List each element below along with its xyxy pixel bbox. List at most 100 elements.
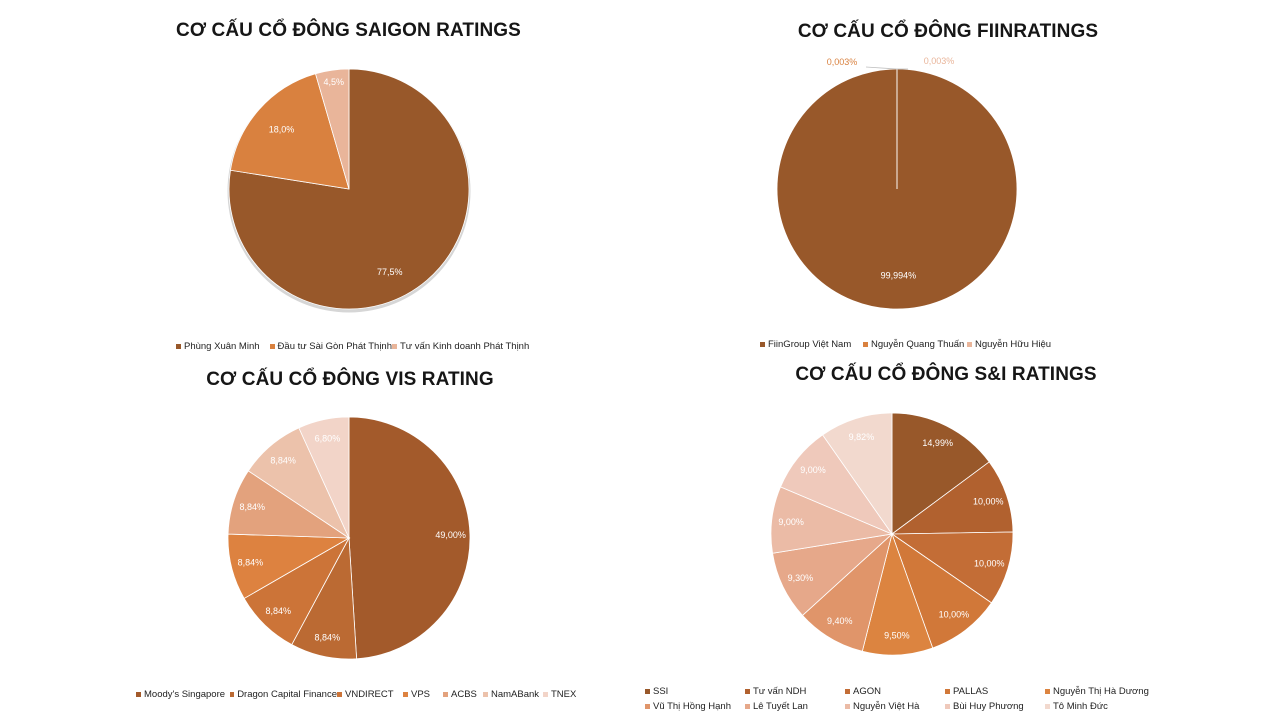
legend-label: Phùng Xuân Minh <box>184 341 260 352</box>
pie-slice-3 <box>890 531 1014 604</box>
legend-item: Moody's Singapore <box>136 687 230 702</box>
legend-saigon: Phùng Xuân Minh Đầu tư Sài Gòn Phát Thịnh… <box>176 339 596 354</box>
legend-label: Nguyễn Việt Hà <box>853 701 920 712</box>
legend-swatch <box>845 704 850 709</box>
data-label: 14,99% <box>922 438 953 448</box>
data-label: 8,84% <box>239 502 265 512</box>
legend-swatch <box>1045 704 1050 709</box>
legend-swatch <box>483 692 488 697</box>
legend-item: NamABank <box>483 687 543 702</box>
legend-item: Nguyễn Việt Hà <box>845 699 945 714</box>
legend-item: Nguyễn Quang Thuấn <box>863 337 967 352</box>
legend-item: VNDIRECT <box>337 687 403 702</box>
legend-swatch <box>403 692 408 697</box>
legend-item: AGON <box>845 684 945 699</box>
legend-swatch <box>967 342 972 347</box>
pie-chart-fiinratings: 99,994% 0,003% 0,003% <box>776 56 1018 310</box>
data-label: 8,84% <box>315 632 341 642</box>
legend-label: NamABank <box>491 689 540 700</box>
data-label: 0,003% <box>827 57 858 67</box>
legend-item: ACBS <box>443 687 483 702</box>
legend-swatch <box>443 692 448 697</box>
data-label: 18,0% <box>269 124 295 134</box>
legend-label: Dragon Capital Finance <box>237 689 337 700</box>
legend-item: Tô Minh Đức <box>1045 699 1157 714</box>
legend-si: SSI Tư vấn NDH AGON PALLAS Nguyễn Thị Hà Dươ… <box>645 684 1165 714</box>
data-label: 10,00% <box>974 559 1005 569</box>
legend-swatch <box>945 704 950 709</box>
legend-swatch <box>230 692 235 697</box>
legend-label: TNEX <box>551 689 577 700</box>
data-label: 9,82% <box>849 432 875 442</box>
data-label: 8,84% <box>265 606 291 616</box>
legend-swatch <box>645 704 650 709</box>
legend-label: Bùi Huy Phương <box>953 701 1024 712</box>
legend-swatch <box>270 344 275 349</box>
legend-vis: Moody's Singapore Dragon Capital Finance V… <box>136 687 616 702</box>
legend-item: Lê Tuyết Lan <box>745 699 845 714</box>
legend-label: Moody's Singapore <box>144 689 226 700</box>
legend-item: Đầu tư Sài Gòn Phát Thịnh <box>270 339 392 354</box>
chart-panel-saigon: CƠ CẤU CỔ ĐÔNG SAIGON RATINGS <box>0 0 640 360</box>
data-label: 77,5% <box>377 267 403 277</box>
legend-item: Phùng Xuân Minh <box>176 339 270 354</box>
chart-title: CƠ CẤU CỔ ĐÔNG S&I RATINGS <box>795 364 1097 385</box>
chart-panel-si: CƠ CẤU CỔ ĐÔNG S&I RATINGS <box>640 360 1280 727</box>
legend-label: AGON <box>853 686 881 697</box>
legend-label: Tô Minh Đức <box>1053 701 1108 712</box>
legend-label: VNDIRECT <box>345 689 394 700</box>
pie-slice-7 <box>298 416 350 539</box>
data-label: 9,40% <box>827 616 853 626</box>
pie-chart-si: 14,99% 10,00% 10,00% 10,00% 9,50% 9,40% 9,30% 9… <box>770 412 1014 656</box>
legend-swatch <box>745 704 750 709</box>
legend-item: Nguyễn Hữu Hiệu <box>967 337 1087 352</box>
legend-label: SSI <box>653 686 669 697</box>
data-label: 0,003% <box>924 56 955 66</box>
legend-swatch <box>945 689 950 694</box>
chart-title: CƠ CẤU CỔ ĐÔNG SAIGON RATINGS <box>176 20 521 41</box>
pie-chart-vis: 49,00% 8,84% 8,84% 8,84% 8,84% 8,84% 6,80% <box>227 416 471 660</box>
chart-panel-vis: CƠ CẤU CỔ ĐÔNG VIS RATING <box>0 360 640 727</box>
legend-label: FiinGroup Việt Nam <box>768 339 852 350</box>
data-label: 8,84% <box>238 558 264 568</box>
pie-slice-4 <box>891 532 993 649</box>
data-label: 10,00% <box>939 610 970 620</box>
legend-swatch <box>863 342 868 347</box>
legend-label: Tư vấn Kinh doanh Phát Thịnh <box>400 341 530 352</box>
legend-label: PALLAS <box>953 686 989 697</box>
legend-swatch <box>845 689 850 694</box>
pie-slice-2 <box>890 461 1014 535</box>
legend-item: VPS <box>403 687 443 702</box>
legend-item: SSI <box>645 684 745 699</box>
legend-item: TNEX <box>543 687 583 702</box>
chart-panel-fiinratings: CƠ CẤU CỔ ĐÔNG FIINRATINGS <box>640 0 1280 360</box>
pie-chart-saigon: 77,5% 18,0% 4,5% <box>227 68 471 313</box>
pie-slice-10 <box>822 412 893 536</box>
data-label: 8,84% <box>270 456 296 466</box>
data-label: 9,30% <box>788 573 814 583</box>
legend-item: Bùi Huy Phương <box>945 699 1045 714</box>
chart-title: CƠ CẤU CỔ ĐÔNG VIS RATING <box>206 369 494 390</box>
legend-label: Nguyễn Hữu Hiệu <box>975 339 1052 350</box>
data-label: 49,00% <box>435 530 466 540</box>
legend-swatch <box>136 692 141 697</box>
legend-item: Tư vấn NDH <box>745 684 845 699</box>
legend-swatch <box>645 689 650 694</box>
legend-label: Đầu tư Sài Gòn Phát Thịnh <box>277 341 392 352</box>
legend-item: Tư vấn Kinh doanh Phát Thịnh <box>392 339 532 354</box>
chart-title: CƠ CẤU CỔ ĐÔNG FIINRATINGS <box>797 21 1099 42</box>
pie-slice-3 <box>315 68 350 190</box>
legend-item: Vũ Thị Hồng Hạnh <box>645 699 745 714</box>
legend-label: VPS <box>411 689 431 700</box>
pie-slice-1 <box>348 416 471 660</box>
legend-swatch <box>745 689 750 694</box>
legend-swatch <box>176 344 181 349</box>
legend-label: Tư vấn NDH <box>753 686 807 697</box>
legend-swatch <box>760 342 765 347</box>
data-label: 4,5% <box>324 77 345 87</box>
leader-line <box>865 66 897 70</box>
legend-fiinratings: FiinGroup Việt Nam Nguyễn Quang Thuấn Nguy… <box>760 337 1180 352</box>
legend-label: Nguyễn Thị Hà Dương <box>1053 686 1149 697</box>
legend-swatch <box>1045 689 1050 694</box>
data-label: 99,994% <box>881 270 917 280</box>
